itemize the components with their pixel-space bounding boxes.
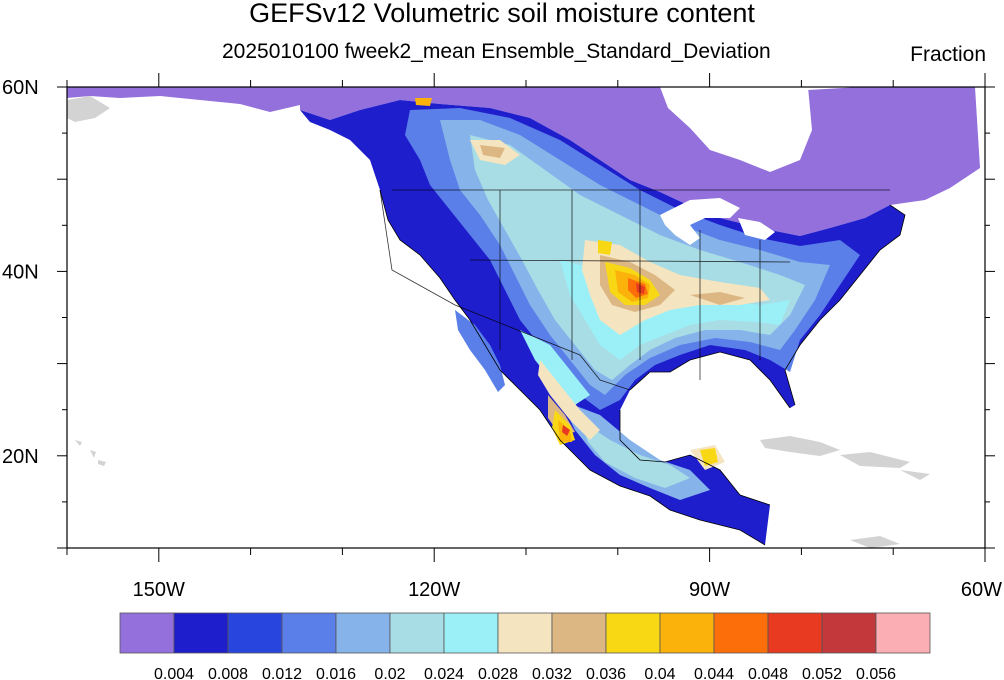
latitude-labels: 60N 40N 20N (2, 77, 39, 468)
colorbar-tick-label: 0.052 (802, 666, 842, 680)
colorbar-swatch (443, 612, 499, 654)
colorbar-tick-label: 0.044 (694, 666, 734, 680)
latitude-label: 60N (2, 77, 39, 99)
colorbar-tick-label: 0.008 (208, 666, 248, 680)
colorbar-swatch (713, 612, 769, 654)
colorbar (119, 612, 931, 654)
longitude-label: 150W (133, 579, 185, 601)
caribbean-islands (760, 436, 930, 548)
colorbar-tick-label: 0.048 (748, 666, 788, 680)
colorbar-swatch (173, 612, 229, 654)
longitude-labels: 150W 120W 90W 60W (133, 579, 1002, 601)
latitude-label: 40N (2, 261, 39, 283)
colorbar-swatch (119, 612, 175, 654)
colorbar-tick-label: 0.028 (478, 666, 518, 680)
units-label: Fraction (910, 43, 986, 66)
colorbar-swatch (281, 612, 337, 654)
baja-california (455, 310, 505, 392)
latitude-label: 20N (2, 446, 39, 468)
colorbar-tick-label: 0.04 (644, 666, 675, 680)
colorbar-swatch (605, 612, 661, 654)
colorbar-labels: 0.004 0.008 0.012 0.016 0.02 0.024 0.028 0.032 0… (154, 666, 896, 680)
colorbar-tick-label: 0.02 (374, 666, 405, 680)
political-boundaries (379, 189, 890, 391)
colorbar-swatch (551, 612, 607, 654)
field-0-028 (520, 260, 790, 405)
hudson-bay (668, 87, 812, 172)
longitude-label: 120W (408, 579, 460, 601)
alaska-gray (67, 96, 110, 122)
axis-ticks (57, 73, 995, 562)
longitude-label: 60W (961, 579, 1002, 601)
colorbar-swatch (821, 612, 877, 654)
colorbar-tick-label: 0.016 (316, 666, 356, 680)
colorbar-swatch (875, 612, 931, 654)
colorbar-tick-label: 0.004 (154, 666, 194, 680)
colorbar-swatch (497, 612, 553, 654)
colorbar-swatch (659, 612, 715, 654)
map-title: GEFSv12 Volumetric soil moisture content (249, 0, 755, 28)
hawaii-islands (75, 440, 106, 466)
colorbar-swatch (389, 612, 445, 654)
colorbar-tick-label: 0.036 (586, 666, 626, 680)
colorbar-tick-label: 0.032 (532, 666, 572, 680)
map-subtitle: 2025010100 fweek2_mean Ensemble_Standard… (222, 40, 771, 63)
alaska-field (67, 87, 300, 112)
colorbar-swatch (227, 612, 283, 654)
map-plot-area (67, 87, 980, 548)
colorbar-tick-label: 0.024 (424, 666, 464, 680)
colorbar-tick-label: 0.056 (856, 666, 896, 680)
colorbar-tick-label: 0.012 (262, 666, 302, 680)
coastlines (379, 189, 906, 546)
colorbar-swatch (767, 612, 823, 654)
great-lakes (660, 198, 775, 245)
longitude-label: 90W (689, 579, 730, 601)
colorbar-swatch (335, 612, 391, 654)
